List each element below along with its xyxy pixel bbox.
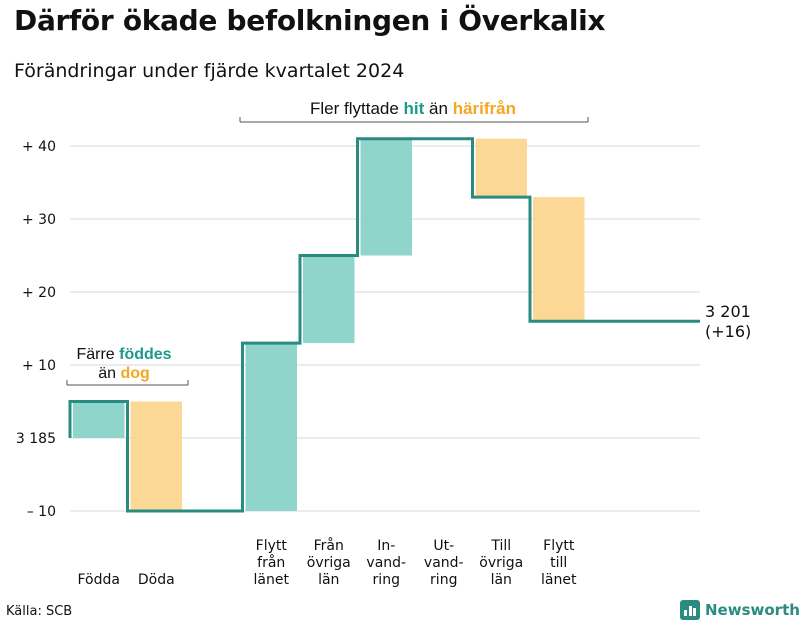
end-change-label: (+16) xyxy=(705,322,751,341)
brand-logo: Newsworthy xyxy=(680,600,800,620)
waterfall-bar xyxy=(130,401,182,511)
migration-annotation: Fler flyttade hit än härifrån xyxy=(310,99,516,118)
x-category-label: länet xyxy=(541,572,577,588)
x-category-label: In- xyxy=(377,538,395,554)
waterfall-bar xyxy=(360,138,412,256)
x-category-label: vand- xyxy=(366,555,406,571)
x-category-label: Flytt xyxy=(256,538,288,554)
y-tick-label: + 30 xyxy=(22,212,56,228)
waterfall-bar xyxy=(475,138,527,198)
x-category-label: ring xyxy=(430,572,457,588)
x-category-label: länet xyxy=(254,572,290,588)
x-category-label: Från xyxy=(314,537,344,554)
brand-name: Newsworthy xyxy=(705,601,800,619)
x-category-label: Flytt xyxy=(543,538,575,554)
births-annotation-line1: Färre föddes xyxy=(76,346,171,363)
y-tick-label: 3 185 xyxy=(16,431,56,447)
chart-title: Därför ökade befolkningen i Överkalix xyxy=(14,4,606,37)
x-category-label: Döda xyxy=(138,572,175,588)
x-category-label: från xyxy=(257,554,285,571)
x-category-label: övriga xyxy=(479,555,523,571)
highlight-died: dog xyxy=(120,365,149,382)
y-tick-label: + 40 xyxy=(22,139,56,155)
end-value-label: 3 201 xyxy=(705,302,751,321)
waterfall-bar xyxy=(533,197,585,322)
newsworthy-icon xyxy=(680,600,700,620)
x-category-label: vand- xyxy=(424,555,464,571)
y-tick-label: + 10 xyxy=(22,358,56,374)
highlight-born: föddes xyxy=(119,346,172,363)
x-category-label: Till xyxy=(490,538,511,554)
highlight-away: härifrån xyxy=(453,99,516,118)
waterfall-bar xyxy=(245,343,297,511)
x-category-label: Ut- xyxy=(433,538,454,554)
cumulative-step-line xyxy=(68,137,700,513)
waterfall-bar xyxy=(73,401,125,438)
y-tick-label: + 20 xyxy=(22,285,56,301)
source-label: Källa: SCB xyxy=(6,604,73,619)
highlight-here: hit xyxy=(404,99,425,118)
chart-subtitle: Förändringar under fjärde kvartalet 2024 xyxy=(14,60,405,82)
waterfall-bar xyxy=(303,255,355,344)
x-category-label: Födda xyxy=(78,572,120,588)
x-category-label: ring xyxy=(373,572,400,588)
births-annotation-line2: än dog xyxy=(98,365,150,382)
x-category-label: län xyxy=(318,572,339,588)
x-category-label: län xyxy=(491,572,512,588)
y-tick-label: – 10 xyxy=(27,504,56,520)
x-category-label: till xyxy=(550,555,567,571)
x-category-label: övriga xyxy=(307,555,351,571)
